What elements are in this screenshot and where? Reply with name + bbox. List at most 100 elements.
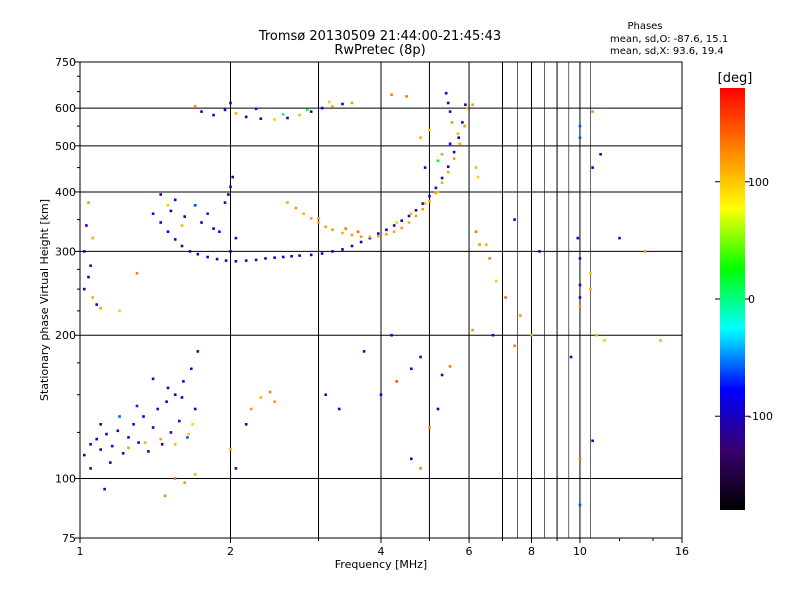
data-point [421, 202, 425, 205]
data-point [173, 443, 177, 446]
data-point [286, 116, 289, 120]
data-point [191, 423, 194, 426]
data-point [109, 461, 112, 464]
data-point [390, 93, 393, 97]
data-point [89, 467, 92, 470]
y-tick-label: 200 [55, 329, 76, 342]
data-point [362, 350, 366, 353]
y-axis-ticks: 75 100 200 300 400 500 600 750 [55, 56, 80, 545]
data-point [166, 230, 170, 233]
data-point [156, 407, 159, 411]
data-point [99, 423, 102, 426]
colorbar-tick-label: -100 [748, 410, 773, 423]
data-point [464, 103, 467, 106]
y-tick-label: 100 [55, 473, 76, 486]
data-point [264, 257, 267, 260]
data-point [298, 254, 301, 257]
colorbar-tick-label: 100 [748, 176, 769, 189]
data-point [99, 306, 102, 310]
data-point [215, 257, 219, 261]
data-point [317, 221, 320, 224]
data-point [359, 235, 363, 239]
data-point [249, 407, 253, 411]
data-point [448, 142, 452, 146]
data-point [286, 201, 289, 204]
y-tick-label: 300 [55, 245, 76, 258]
data-point [538, 250, 541, 253]
data-point [105, 432, 108, 436]
data-point [659, 339, 662, 342]
data-point [400, 219, 403, 222]
data-point [440, 373, 444, 377]
data-point [227, 193, 230, 196]
data-point [471, 328, 474, 332]
data-point [186, 436, 189, 439]
data-point [309, 217, 313, 220]
data-point [448, 365, 452, 368]
data-point [229, 250, 232, 253]
data-point [95, 437, 98, 441]
data-point [423, 202, 427, 205]
data-point [87, 275, 90, 279]
data-point [385, 228, 388, 232]
data-point [118, 309, 121, 313]
data-point [190, 367, 193, 371]
data-point [188, 250, 192, 253]
data-point [471, 103, 474, 106]
data-point [513, 218, 516, 221]
data-point [83, 287, 86, 291]
data-point [142, 415, 145, 418]
data-point [254, 107, 258, 111]
data-point [95, 303, 98, 306]
data-point [488, 257, 491, 260]
data-point [434, 191, 438, 195]
data-point [180, 244, 184, 248]
data-point [578, 136, 582, 139]
data-point [83, 453, 86, 457]
data-point [135, 404, 139, 408]
data-point [212, 227, 215, 230]
data-point [180, 396, 184, 399]
data-point [163, 494, 167, 498]
data-point [395, 380, 398, 383]
data-point [324, 393, 327, 396]
data-point [341, 231, 344, 235]
data-point [618, 236, 621, 240]
data-point [491, 333, 495, 337]
data-point [419, 355, 422, 359]
data-point [99, 448, 102, 451]
data-point [368, 235, 372, 239]
data-point [405, 95, 408, 98]
y-tick-label: 600 [55, 102, 76, 115]
data-point [281, 255, 285, 259]
data-point [234, 112, 238, 115]
data-point [268, 390, 272, 394]
data-point [331, 105, 334, 108]
data-point [110, 444, 114, 448]
data-point [344, 227, 347, 230]
y-axis-label: Stationary phase Virtual Height [km] [38, 199, 51, 401]
data-point [474, 230, 478, 233]
data-point [200, 221, 203, 224]
data-point [244, 259, 248, 262]
data-point [414, 209, 418, 212]
data-point [223, 201, 227, 204]
data-point [121, 452, 125, 455]
data-point [504, 296, 507, 299]
data-point [390, 333, 393, 337]
data-point [421, 207, 425, 211]
data-point [428, 200, 431, 203]
data-point [440, 181, 444, 185]
data-point [465, 106, 469, 110]
data-point [224, 259, 228, 262]
data-point [452, 157, 456, 160]
data-point [407, 214, 411, 218]
data-point [169, 431, 173, 434]
data-point [578, 283, 582, 287]
data-point [337, 407, 341, 411]
data-point [377, 234, 380, 238]
data-point [643, 250, 647, 253]
data-point [169, 209, 173, 213]
data-point [173, 477, 177, 480]
data-point [327, 100, 331, 104]
